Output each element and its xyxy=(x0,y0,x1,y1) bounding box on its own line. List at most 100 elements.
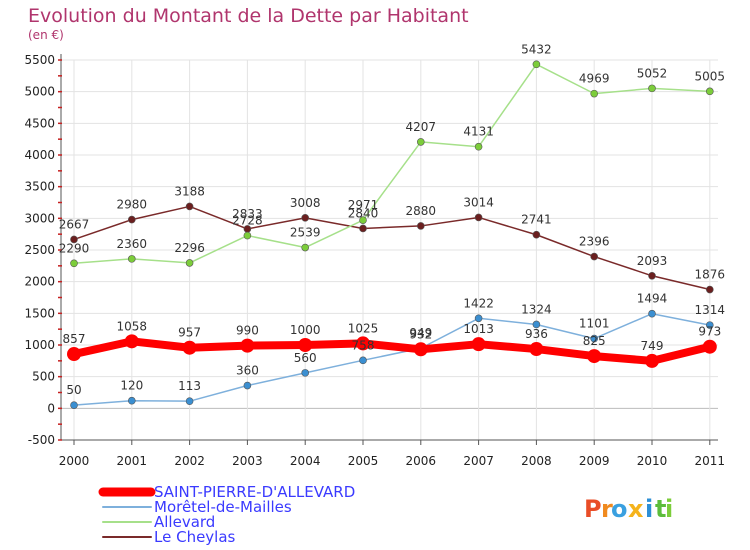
data-label: 2880 xyxy=(406,204,437,218)
series-line xyxy=(73,205,711,291)
series-line xyxy=(73,312,711,406)
data-point xyxy=(243,381,252,390)
data-label: 2539 xyxy=(290,226,321,240)
data-label: 2093 xyxy=(637,254,668,268)
data-label: 2840 xyxy=(348,206,379,220)
data-point xyxy=(182,340,197,355)
data-point xyxy=(301,369,310,377)
data-label: 758 xyxy=(352,338,375,352)
y-tick-label: 2500 xyxy=(24,243,55,257)
data-label: 1013 xyxy=(463,322,494,336)
data-label: 1000 xyxy=(290,323,321,337)
legend: SAINT-PIERRE-D'ALLEVARDMorêtel-de-Maille… xyxy=(98,483,355,546)
data-point xyxy=(128,215,136,224)
chart-subtitle: (en €) xyxy=(28,28,64,42)
data-point xyxy=(590,334,599,343)
data-label: 5432 xyxy=(521,42,552,56)
data-point xyxy=(70,259,78,268)
data-label: 2741 xyxy=(521,213,552,227)
series-line xyxy=(70,337,714,365)
data-point xyxy=(648,309,656,318)
legend-label: Le Cheylas xyxy=(154,528,236,546)
data-point xyxy=(240,338,255,353)
data-label: 4207 xyxy=(406,120,437,134)
y-tick-label: 2000 xyxy=(24,275,55,289)
x-tick-label: 2010 xyxy=(637,454,668,468)
data-point xyxy=(356,336,370,351)
data-point xyxy=(645,353,659,368)
data-point xyxy=(702,339,717,354)
data-point xyxy=(128,396,136,405)
data-label: 2980 xyxy=(117,198,148,212)
x-tick-label: 2007 xyxy=(463,454,494,468)
data-label: 1314 xyxy=(695,303,726,317)
y-tick-label: 4500 xyxy=(24,116,55,130)
data-label: 973 xyxy=(698,325,721,339)
y-tick-label: 0 xyxy=(47,401,55,415)
data-point xyxy=(301,243,310,252)
data-label: 3188 xyxy=(174,184,205,198)
logo-letter: t xyxy=(655,495,666,523)
data-point xyxy=(532,60,541,69)
data-label: 2728 xyxy=(232,214,263,228)
data-label: 749 xyxy=(641,339,664,353)
legend-label: SAINT-PIERRE-D'ALLEVARD xyxy=(154,483,355,501)
y-tick-label: 5000 xyxy=(24,85,55,99)
data-point xyxy=(648,84,656,93)
y-tick-label: 3500 xyxy=(24,180,55,194)
data-label: 1025 xyxy=(348,321,379,335)
y-tick-label: 5500 xyxy=(24,53,55,67)
data-point xyxy=(298,338,313,352)
data-label: 5005 xyxy=(695,69,726,83)
data-label: 3014 xyxy=(463,195,494,209)
data-label: 560 xyxy=(294,351,317,365)
y-tick-label: 1000 xyxy=(24,338,55,352)
logo-letter: o xyxy=(611,495,628,523)
series-layer xyxy=(67,60,717,409)
data-point xyxy=(359,356,367,365)
data-point xyxy=(359,224,367,233)
y-tick-label: 4000 xyxy=(24,148,55,162)
data-point xyxy=(416,138,425,146)
data-point xyxy=(471,337,486,352)
data-label: 932 xyxy=(409,327,432,341)
legend-label: Morêtel-de-Mailles xyxy=(154,498,292,516)
data-point xyxy=(185,397,194,405)
data-label: 4131 xyxy=(463,125,494,139)
data-point xyxy=(124,334,139,349)
y-tick-label: -500 xyxy=(28,433,55,447)
data-point xyxy=(474,213,483,222)
data-label: 4969 xyxy=(579,72,610,86)
logo-letter: P xyxy=(584,495,602,523)
data-point xyxy=(128,255,136,263)
data-label: 360 xyxy=(236,364,259,378)
y-tick-label: 1500 xyxy=(24,306,55,320)
data-point xyxy=(301,214,310,222)
data-label: 1876 xyxy=(695,268,726,282)
data-point xyxy=(416,222,425,230)
data-point xyxy=(70,235,78,244)
x-tick-label: 2003 xyxy=(232,454,263,468)
data-point xyxy=(529,342,544,357)
data-point xyxy=(705,87,714,96)
data-label: 990 xyxy=(236,324,259,338)
data-label: 2360 xyxy=(117,237,148,251)
data-label: 2290 xyxy=(59,241,90,255)
data-label: 1101 xyxy=(579,317,610,331)
data-point xyxy=(185,202,194,211)
logo-letter: i xyxy=(665,495,673,523)
chart-title: Evolution du Montant de la Dette par Hab… xyxy=(28,5,469,27)
data-label: 3008 xyxy=(290,196,321,210)
data-point xyxy=(474,142,483,151)
data-point xyxy=(705,285,714,294)
data-label: 120 xyxy=(120,379,143,393)
logo-letter: i xyxy=(645,495,653,523)
data-label: 1324 xyxy=(521,302,552,316)
x-tick-label: 2001 xyxy=(117,454,148,468)
data-label: 936 xyxy=(525,327,548,341)
data-point xyxy=(705,321,714,329)
data-point xyxy=(359,216,367,224)
data-point xyxy=(532,230,541,239)
data-label: 2667 xyxy=(59,217,90,231)
